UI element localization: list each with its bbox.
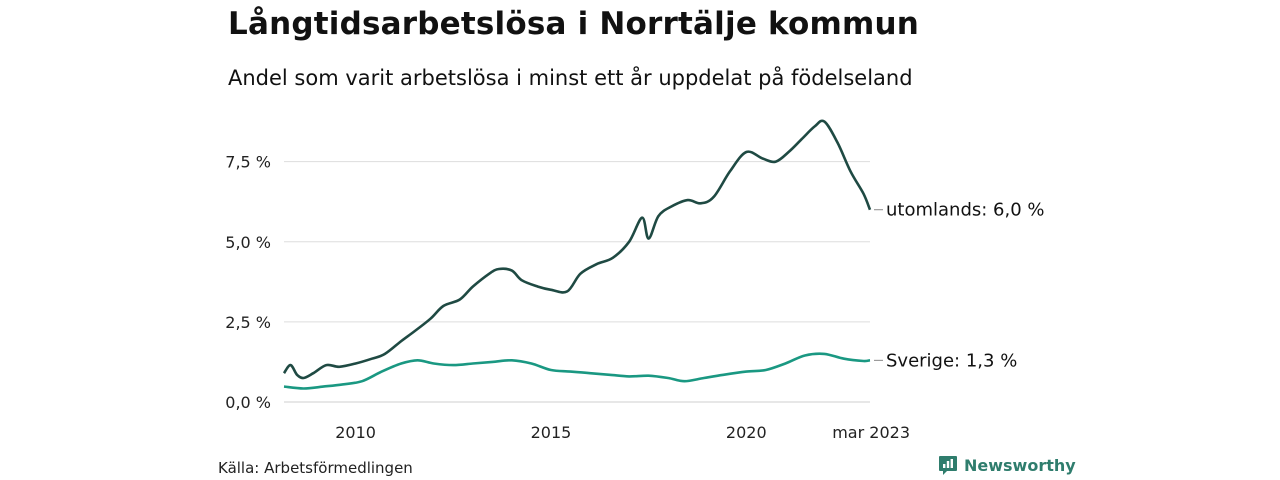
- brand-logo[interactable]: Newsworthy: [938, 455, 1076, 476]
- series-end-label-sverige: Sverige: 1,3 %: [886, 350, 1017, 371]
- y-tick-label: 0,0 %: [225, 393, 271, 412]
- x-tick-label: 2015: [531, 423, 572, 442]
- y-tick-label: 5,0 %: [225, 233, 271, 252]
- chart-title: Långtidsarbetslösa i Norrtälje kommun: [228, 6, 920, 42]
- series-end-labels: utomlands: 6,0 % Sverige: 1,3 %: [874, 200, 1045, 371]
- series-line-sverige: [283, 352, 871, 390]
- brand-name: Newsworthy: [964, 456, 1076, 475]
- chart-subtitle: Andel som varit arbetslösa i minst ett å…: [228, 66, 913, 90]
- series-line-utomlands: [282, 119, 872, 380]
- x-axis-tick-labels: 2010 2015 2020 mar 2023: [335, 423, 910, 442]
- y-axis-tick-labels: 0,0 % 2,5 % 5,0 % 7,5 %: [225, 153, 271, 412]
- series-lines: [282, 119, 872, 390]
- bar-chart-badge-icon: [938, 455, 958, 476]
- x-tick-label: mar 2023: [832, 423, 910, 442]
- y-tick-label: 2,5 %: [225, 313, 271, 332]
- x-tick-label: 2010: [335, 423, 376, 442]
- source-note: Källa: Arbetsförmedlingen: [218, 459, 413, 477]
- series-end-label-utomlands: utomlands: 6,0 %: [886, 200, 1045, 221]
- y-tick-label: 7,5 %: [225, 153, 271, 172]
- x-tick-label: 2020: [726, 423, 767, 442]
